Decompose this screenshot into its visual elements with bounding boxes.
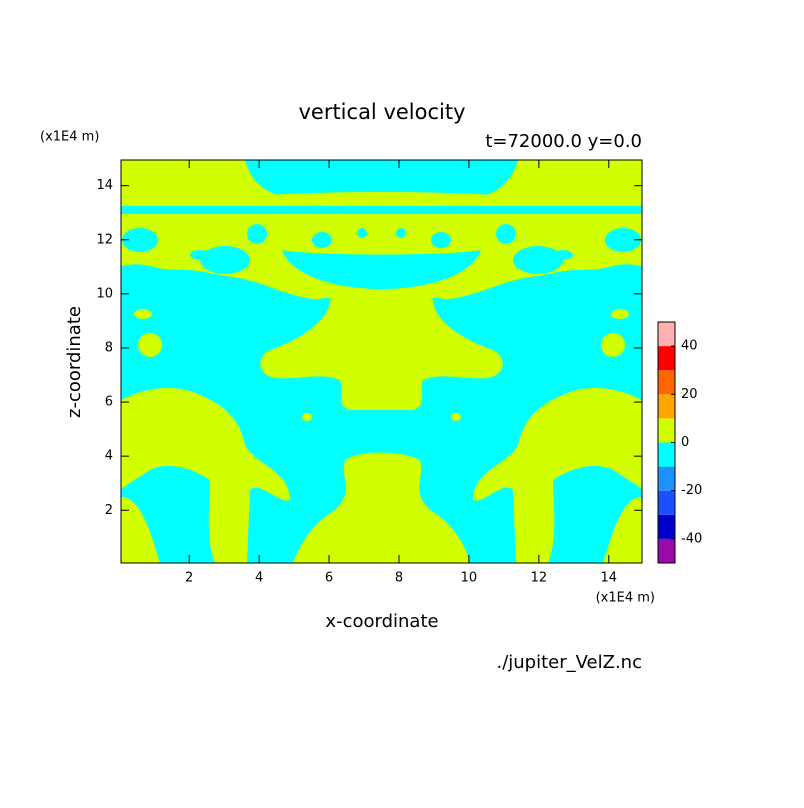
contour-region — [121, 388, 290, 563]
colorbar-band — [658, 418, 675, 443]
contour-field — [121, 160, 642, 563]
colorbar-band — [658, 514, 675, 539]
contour-region — [451, 413, 461, 421]
y-tick-label: 10 — [96, 286, 113, 301]
plot-frame — [120, 159, 643, 564]
colorbar-band — [658, 466, 675, 491]
colorbar-band — [658, 490, 675, 515]
y-tick-label: 4 — [105, 449, 113, 464]
contour-region — [431, 232, 451, 248]
contour-region — [496, 224, 516, 244]
colorbar-band — [658, 394, 675, 419]
contour-region — [611, 309, 629, 319]
colorbar-tick-label: 0 — [681, 435, 689, 450]
y-unit: (x1E4 m) — [40, 130, 99, 145]
colorbar-tick-label: -20 — [681, 483, 702, 498]
contour-region — [293, 452, 470, 563]
contour-region — [396, 228, 406, 238]
x-tick-label: 14 — [601, 571, 618, 586]
y-tick-label: 14 — [96, 178, 113, 193]
colorbar-band — [658, 538, 675, 563]
contour-region — [357, 228, 367, 238]
contour-region — [245, 160, 518, 198]
colorbar-tick-label: 40 — [681, 339, 698, 354]
chart-subtitle: t=72000.0 y=0.0 — [485, 131, 642, 152]
y-tick-label: 2 — [105, 503, 113, 518]
x-unit: (x1E4 m) — [596, 591, 655, 606]
x-tick-label: 8 — [395, 571, 403, 586]
x-tick-label: 6 — [325, 571, 333, 586]
x-tick-label: 10 — [461, 571, 478, 586]
chart-title: vertical velocity — [298, 100, 465, 124]
contour-region — [247, 224, 267, 244]
colorbar-band — [658, 370, 675, 395]
y-axis-label: z-coordinate — [64, 306, 85, 418]
y-tick-label: 6 — [105, 395, 113, 410]
contour-region — [312, 232, 332, 248]
contour-region — [601, 333, 625, 357]
x-axis-label: x-coordinate — [325, 611, 438, 632]
contour-region — [134, 309, 152, 319]
contour-region — [122, 228, 158, 252]
y-tick-label: 8 — [105, 340, 113, 355]
contour-region — [138, 333, 162, 357]
contour-region — [282, 250, 481, 289]
contour-region — [302, 413, 312, 421]
colorbar-tick-label: 20 — [681, 387, 698, 402]
colorbar-band — [658, 346, 675, 371]
colorbar-tick-label: -40 — [681, 531, 702, 546]
x-tick-label: 2 — [185, 571, 193, 586]
contour-region — [200, 246, 250, 274]
contour-region — [121, 497, 160, 563]
contour-region — [260, 297, 503, 410]
colorbar-band — [658, 442, 675, 467]
contour-region — [473, 388, 642, 563]
contour-region — [605, 228, 641, 252]
contour-region — [121, 206, 642, 214]
colorbar-band — [658, 322, 675, 347]
contour-region — [513, 246, 563, 274]
contour-region — [603, 497, 642, 563]
y-tick-label: 12 — [96, 232, 113, 247]
source-label: ./jupiter_VelZ.nc — [496, 652, 642, 673]
x-tick-label: 12 — [531, 571, 548, 586]
contour-region — [231, 192, 532, 210]
x-tick-label: 4 — [255, 571, 263, 586]
